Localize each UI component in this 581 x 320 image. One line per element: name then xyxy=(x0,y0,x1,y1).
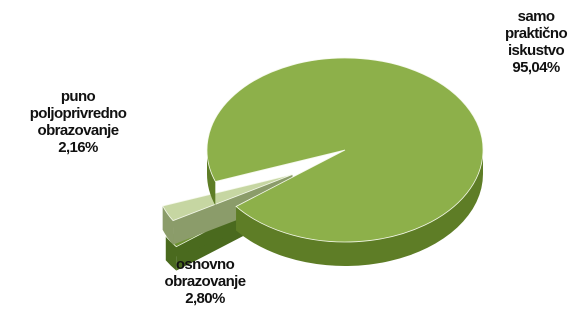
slice-label-line: iskustvo xyxy=(507,42,565,59)
pie-slice xyxy=(206,57,484,243)
pie-slice-side xyxy=(236,150,483,267)
slice-label-line: praktično xyxy=(504,25,568,42)
pie-slice-wall xyxy=(162,174,293,231)
slice-label-line: poljoprivredno xyxy=(29,105,127,122)
slice-value-label: 2,16% xyxy=(58,139,98,156)
slice-label-line: puno xyxy=(60,88,96,105)
slice-label-line: samo xyxy=(517,8,555,25)
slice-label-osnovno-obrazovanje: osnovno obrazovanje 2,80% xyxy=(140,256,270,307)
slice-label-line: osnovno xyxy=(175,256,235,273)
slice-value-label: 2,80% xyxy=(185,290,225,307)
slice-label-samo-prakticno-iskustvo: samo praktično iskustvo 95,04% xyxy=(488,8,581,76)
slice-label-line: obrazovanje xyxy=(37,122,120,139)
slice-label-puno-poljoprivredno-obrazovanje: puno poljoprivredno obrazovanje 2,16% xyxy=(16,88,140,156)
slice-label-line: obrazovanje xyxy=(164,273,247,290)
slice-value-label: 95,04% xyxy=(512,59,560,76)
pie-slice-side xyxy=(207,150,216,206)
pie-slice xyxy=(162,174,293,222)
